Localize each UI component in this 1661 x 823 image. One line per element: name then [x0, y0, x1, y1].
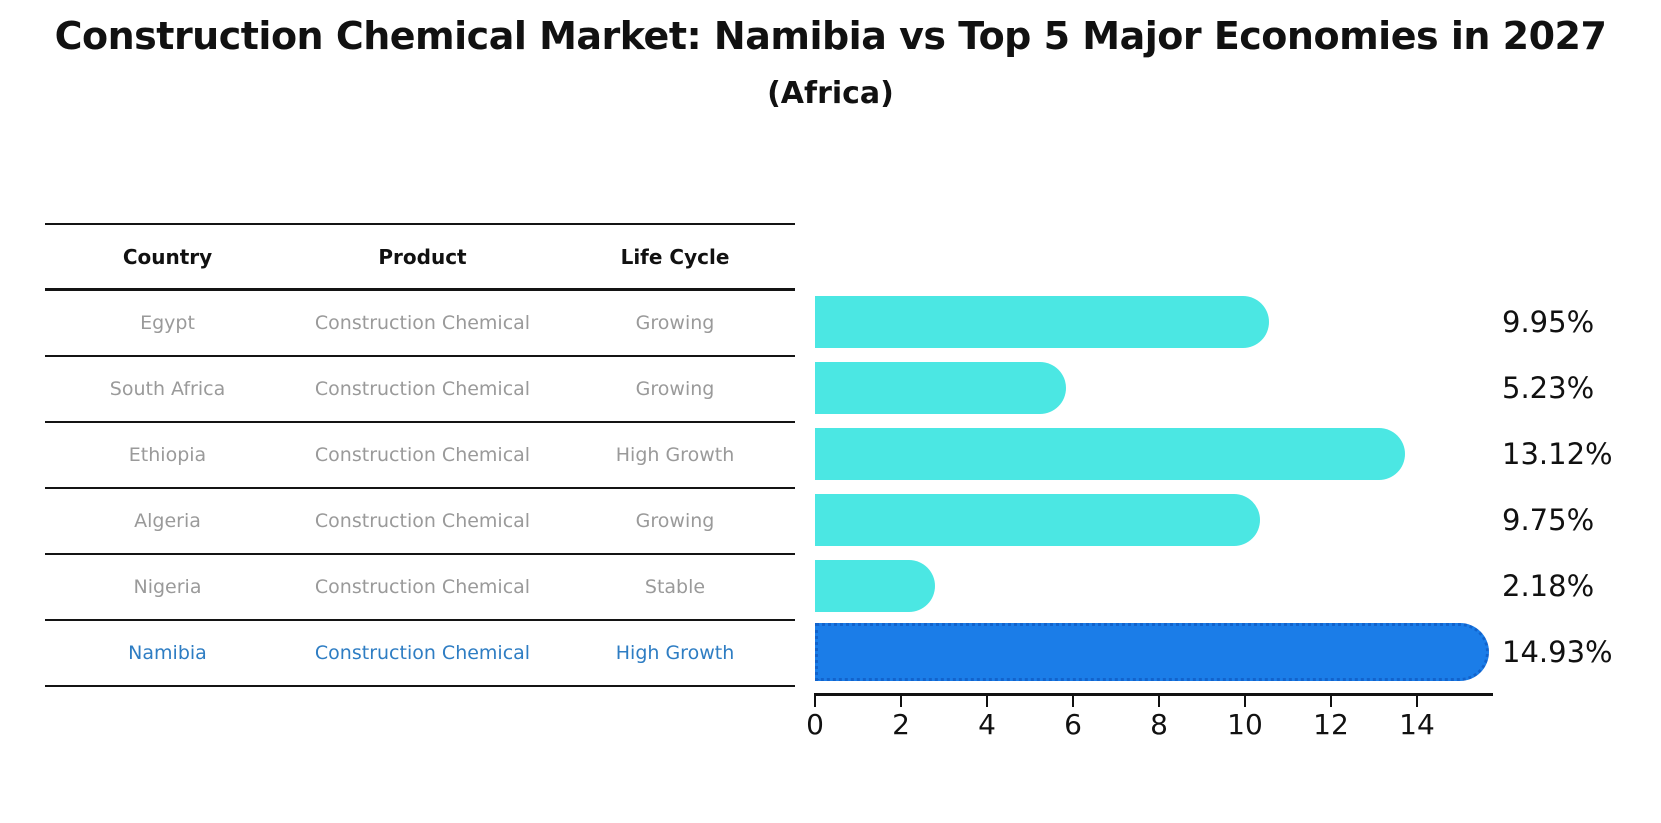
table-cell-life-cycle: Growing — [635, 312, 715, 334]
value-label: 9.95% — [1502, 305, 1595, 339]
table-cell-life-cycle: High Growth — [615, 642, 735, 664]
table-body: Egypt Construction Chemical Growing South A… — [45, 291, 795, 687]
value-label: 5.23% — [1502, 371, 1595, 405]
table-cell-product: Construction Chemical — [314, 510, 531, 532]
table-row: Nigeria Construction Chemical Stable — [45, 555, 795, 621]
value-label: 14.93% — [1502, 635, 1613, 669]
bar-namibia — [815, 623, 1489, 681]
x-tick-label: 14 — [1399, 708, 1435, 741]
table-row: Egypt Construction Chemical Growing — [45, 291, 795, 357]
table-cell-country: Egypt — [140, 312, 195, 334]
x-tick — [1158, 696, 1160, 707]
value-label: 2.18% — [1502, 569, 1595, 603]
table-row: Ethiopia Construction Chemical High Growth — [45, 423, 795, 489]
x-tick — [814, 696, 816, 707]
x-tick-label: 6 — [1064, 708, 1082, 741]
table-cell-country: Namibia — [128, 642, 207, 664]
table-row: Algeria Construction Chemical Growing — [45, 489, 795, 555]
table-cell-product: Construction Chemical — [314, 444, 531, 466]
bar-ethiopia — [815, 428, 1406, 480]
x-tick-label: 2 — [892, 708, 910, 741]
table-cell-product: Construction Chemical — [314, 312, 531, 334]
table-cell-product: Construction Chemical — [314, 378, 531, 400]
bar-south-africa — [815, 362, 1066, 414]
x-tick-label: 4 — [978, 708, 996, 741]
x-tick — [900, 696, 902, 707]
table-cell-country: Ethiopia — [128, 444, 207, 466]
comparison-table: Country Product Life Cycle Egypt Construc… — [45, 223, 795, 687]
table-cell-country: Nigeria — [133, 576, 202, 598]
table-row: South Africa Construction Chemical Growing — [45, 357, 795, 423]
x-tick-label: 8 — [1150, 708, 1168, 741]
x-tick-label: 12 — [1313, 708, 1349, 741]
table-row: Namibia Construction Chemical High Growth — [45, 621, 795, 687]
x-tick — [1244, 696, 1246, 707]
table-header-life-cycle: Life Cycle — [620, 244, 730, 269]
bar-nigeria — [815, 560, 935, 612]
x-tick — [1416, 696, 1418, 707]
table-cell-life-cycle: High Growth — [615, 444, 735, 466]
x-tick-label: 10 — [1227, 708, 1263, 741]
table-cell-life-cycle: Growing — [635, 510, 715, 532]
x-tick — [986, 696, 988, 707]
bar-algeria — [815, 494, 1261, 546]
x-tick — [1330, 696, 1332, 707]
table-cell-product: Construction Chemical — [314, 576, 531, 598]
x-tick — [1072, 696, 1074, 707]
page-title: Construction Chemical Market: Namibia vs… — [54, 14, 1607, 58]
table-header-row: Country Product Life Cycle — [45, 225, 795, 291]
table-header-product: Product — [378, 244, 467, 269]
table-cell-product: Construction Chemical — [314, 642, 531, 664]
page-subtitle: (Africa) — [767, 76, 894, 111]
table-header-country: Country — [122, 244, 213, 269]
value-label: 13.12% — [1502, 437, 1613, 471]
table-cell-country: Algeria — [134, 510, 201, 532]
x-axis-line — [814, 693, 1493, 696]
x-tick-label: 0 — [806, 708, 824, 741]
value-label: 9.75% — [1502, 503, 1595, 537]
table-cell-life-cycle: Growing — [635, 378, 715, 400]
bar-egypt — [815, 296, 1269, 348]
table-cell-life-cycle: Stable — [644, 576, 706, 598]
table-cell-country: South Africa — [109, 378, 226, 400]
